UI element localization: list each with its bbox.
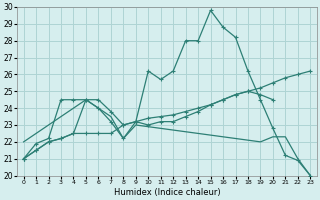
X-axis label: Humidex (Indice chaleur): Humidex (Indice chaleur) xyxy=(114,188,220,197)
